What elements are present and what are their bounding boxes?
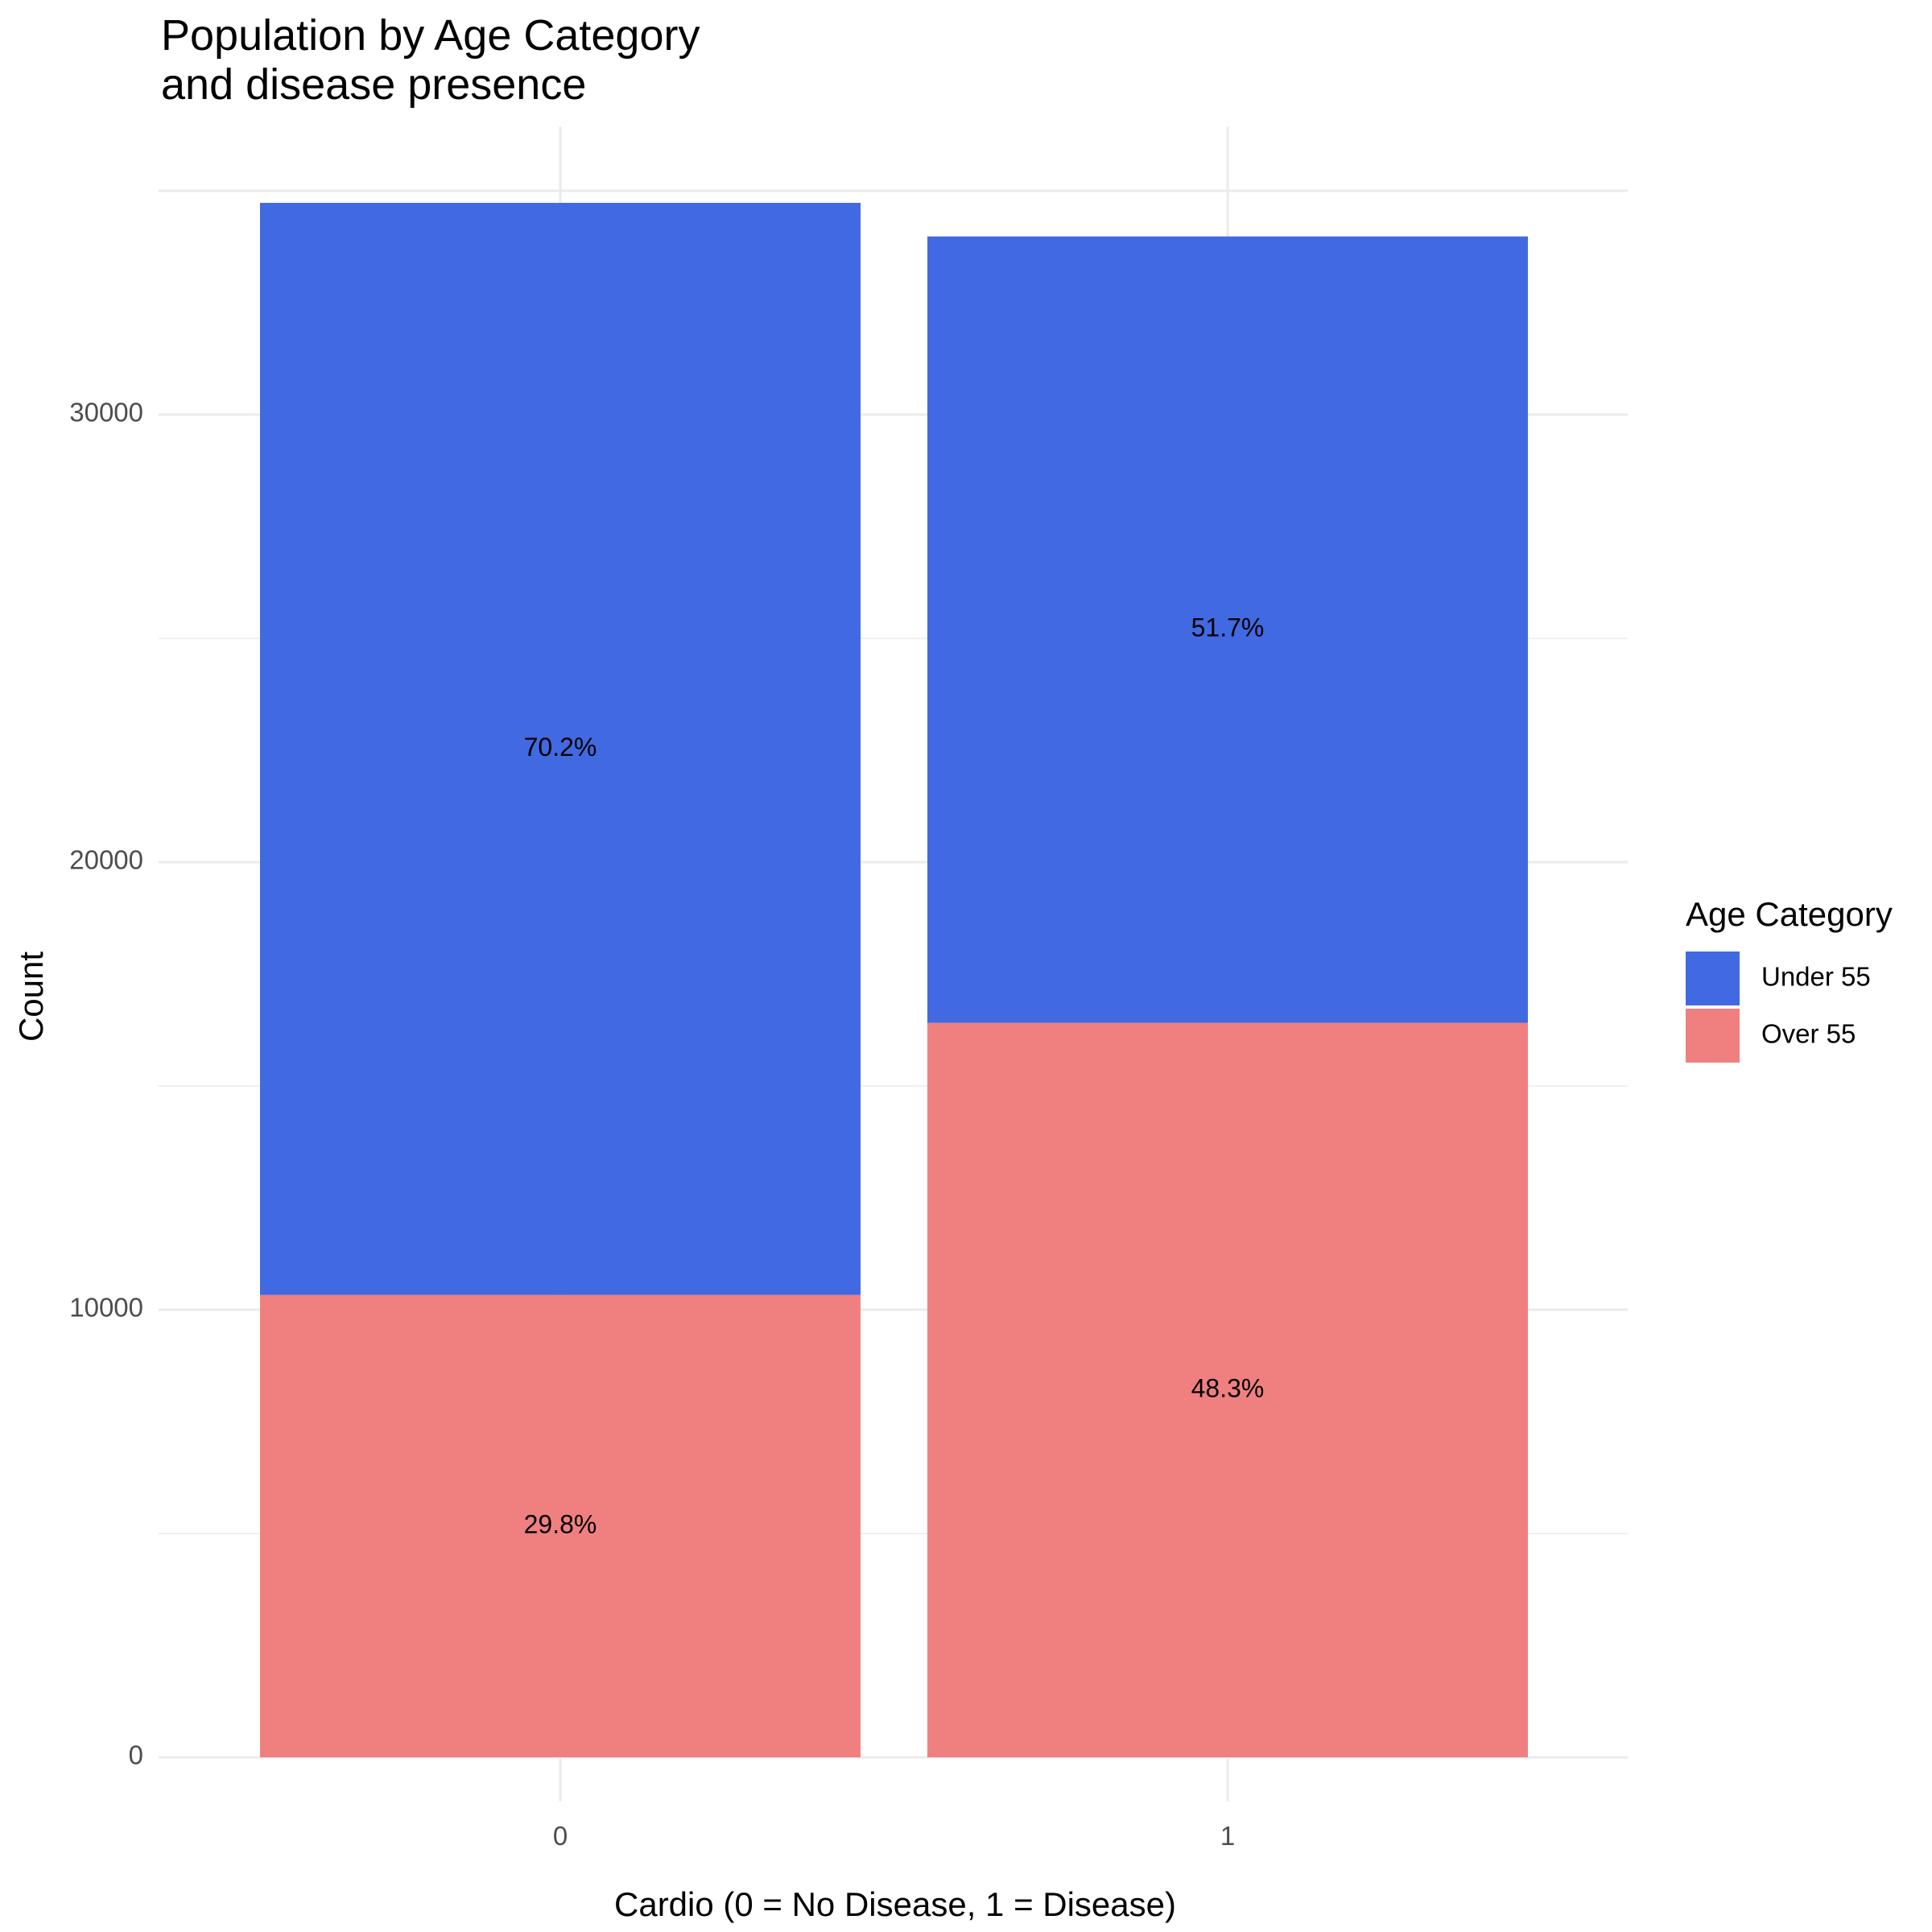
x-tick-label: 0 (553, 1821, 568, 1851)
y-tick-label: 20000 (69, 845, 143, 875)
bar-label-over-55-0: 29.8% (524, 1509, 597, 1538)
y-axis-ticks: 0 10000 20000 30000 (69, 398, 143, 1770)
legend: Age Category Under 55 Over 55 (1686, 895, 1893, 1063)
legend-label-under-55: Under 55 (1761, 962, 1871, 992)
bars (260, 203, 1528, 1757)
bar-labels: 29.8% 70.2% 48.3% 51.7% (524, 613, 1265, 1539)
chart-title-line-1: Population by Age Category (161, 11, 700, 60)
legend-label-over-55: Over 55 (1761, 1019, 1856, 1049)
x-axis-title: Cardio (0 = No Disease, 1 = Disease) (614, 1885, 1176, 1923)
y-tick-label: 30000 (69, 398, 143, 427)
y-tick-label: 0 (129, 1740, 143, 1770)
bar-label-under-55-0: 70.2% (524, 733, 597, 762)
legend-items: Under 55 Over 55 (1686, 952, 1871, 1063)
bar-over-55-0 (260, 1294, 861, 1757)
bar-under-55-1 (927, 236, 1528, 1023)
y-axis-title: Count (12, 952, 50, 1042)
legend-key-over-55 (1686, 1009, 1740, 1063)
legend-title: Age Category (1686, 895, 1893, 933)
y-tick-label: 10000 (69, 1293, 143, 1323)
legend-key-under-55 (1686, 952, 1740, 1005)
bar-label-under-55-1: 51.7% (1191, 613, 1265, 642)
chart-title-line-2: and disease presence (161, 60, 586, 109)
bar-over-55-1 (927, 1022, 1528, 1757)
x-tick-label: 1 (1220, 1821, 1235, 1851)
bar-label-over-55-1: 48.3% (1191, 1373, 1265, 1402)
bar-under-55-0 (260, 203, 861, 1295)
